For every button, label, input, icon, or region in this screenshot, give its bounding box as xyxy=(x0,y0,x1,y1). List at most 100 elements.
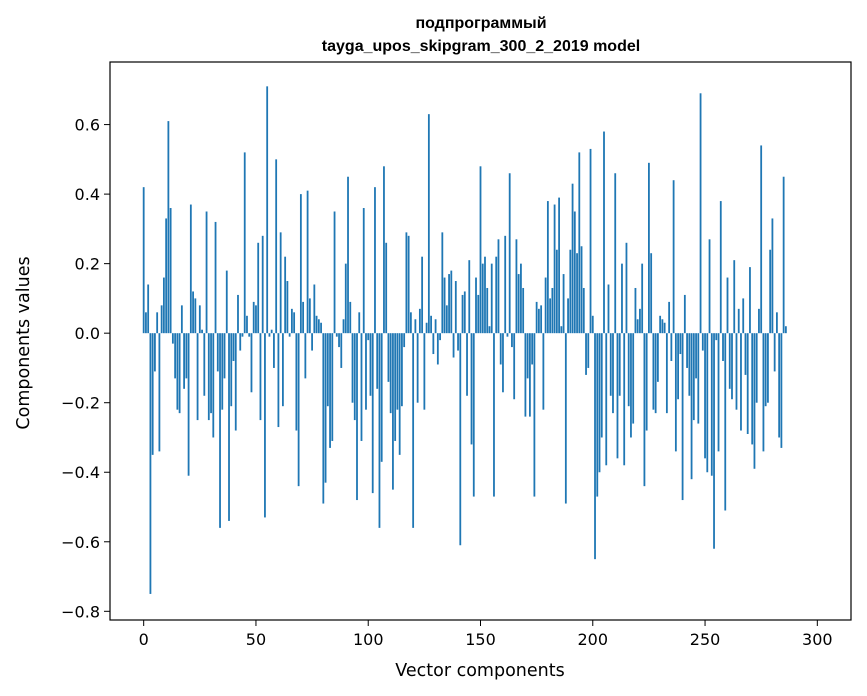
bar-18 xyxy=(183,333,185,389)
bar-28 xyxy=(205,211,208,334)
bar-204 xyxy=(600,333,603,438)
bar-153 xyxy=(486,287,489,334)
bar-193 xyxy=(576,253,578,334)
bar-90 xyxy=(344,263,347,334)
bar-262 xyxy=(731,333,733,400)
bar-152 xyxy=(484,256,486,334)
bar-151 xyxy=(481,263,484,334)
bar-188 xyxy=(564,333,567,504)
bar-219 xyxy=(634,287,637,334)
chart-title-line2: tayga_upos_skipgram_300_2_2019 model xyxy=(322,38,640,55)
bar-96 xyxy=(358,312,361,334)
y-tick-label: 0.2 xyxy=(75,255,100,274)
bar-200 xyxy=(591,315,594,334)
bar-98 xyxy=(362,208,365,334)
bar-150 xyxy=(479,166,482,334)
bar-32 xyxy=(214,221,217,334)
bar-180 xyxy=(546,201,549,334)
bar-218 xyxy=(632,333,635,424)
bar-232 xyxy=(663,322,666,334)
bar-185 xyxy=(558,197,560,334)
bar-176 xyxy=(537,308,540,334)
bar-31 xyxy=(212,333,215,438)
bar-7 xyxy=(158,333,161,452)
bar-43 xyxy=(239,333,242,351)
bar-283 xyxy=(778,333,781,438)
bar-52 xyxy=(259,333,262,421)
bar-44 xyxy=(241,333,244,337)
bar-69 xyxy=(297,333,300,487)
bar-14 xyxy=(174,333,177,379)
bar-255 xyxy=(715,333,718,341)
bar-83 xyxy=(329,333,331,448)
bar-114 xyxy=(398,333,401,455)
bar-67 xyxy=(293,312,296,334)
bar-130 xyxy=(434,319,437,334)
bar-26 xyxy=(201,329,203,334)
bar-206 xyxy=(605,333,608,466)
bar-266 xyxy=(740,333,742,431)
bar-30 xyxy=(210,333,212,414)
bar-140 xyxy=(457,333,459,351)
bar-10 xyxy=(165,218,168,334)
bar-53 xyxy=(261,235,264,334)
bar-227 xyxy=(652,333,655,410)
bar-27 xyxy=(203,333,206,396)
bar-231 xyxy=(661,319,664,334)
bar-139 xyxy=(454,281,457,334)
bar-34 xyxy=(219,333,221,528)
bar-282 xyxy=(776,312,778,334)
bar-108 xyxy=(385,242,388,334)
x-tick-label: 150 xyxy=(465,630,496,649)
bar-234 xyxy=(668,301,671,334)
bar-190 xyxy=(569,249,572,334)
y-axis-label: Components values xyxy=(14,256,34,429)
bar-251 xyxy=(706,333,709,473)
bar-247 xyxy=(697,333,700,424)
bar-4 xyxy=(151,333,154,455)
bar-38 xyxy=(228,333,230,521)
bar-129 xyxy=(432,333,435,355)
bar-278 xyxy=(767,333,769,403)
bar-186 xyxy=(560,326,563,334)
bar-263 xyxy=(733,260,736,334)
bar-88 xyxy=(340,333,343,368)
bar-183 xyxy=(553,204,556,334)
bar-132 xyxy=(439,333,441,341)
bar-171 xyxy=(526,333,529,379)
bar-249 xyxy=(701,333,704,351)
bar-248 xyxy=(699,93,702,334)
bar-127 xyxy=(427,114,430,334)
y-tick-label: −0.4 xyxy=(61,463,100,482)
bar-207 xyxy=(607,284,610,334)
bar-142 xyxy=(461,294,464,334)
bar-121 xyxy=(414,319,417,334)
bar-89 xyxy=(342,319,345,334)
bar-179 xyxy=(544,277,547,334)
bar-59 xyxy=(275,159,278,334)
bar-117 xyxy=(405,232,408,334)
bar-222 xyxy=(641,263,644,334)
bar-220 xyxy=(636,319,639,334)
bar-125 xyxy=(423,333,426,410)
bar-181 xyxy=(549,298,552,334)
bar-214 xyxy=(623,333,626,466)
bar-242 xyxy=(686,333,688,368)
bar-99 xyxy=(365,333,367,410)
bar-173 xyxy=(531,333,534,365)
bar-240 xyxy=(681,333,684,501)
bar-110 xyxy=(389,333,392,414)
bar-198 xyxy=(587,333,590,368)
bar-3 xyxy=(149,333,152,594)
bar-15 xyxy=(176,333,179,410)
bar-81 xyxy=(324,333,327,483)
bar-191 xyxy=(571,183,574,334)
bar-62 xyxy=(282,333,284,407)
bar-168 xyxy=(520,263,522,334)
bar-64 xyxy=(286,281,289,334)
bar-177 xyxy=(540,305,543,334)
bar-91 xyxy=(347,176,349,334)
bar-250 xyxy=(704,333,706,459)
bar-257 xyxy=(719,201,722,334)
bar-236 xyxy=(672,180,675,334)
